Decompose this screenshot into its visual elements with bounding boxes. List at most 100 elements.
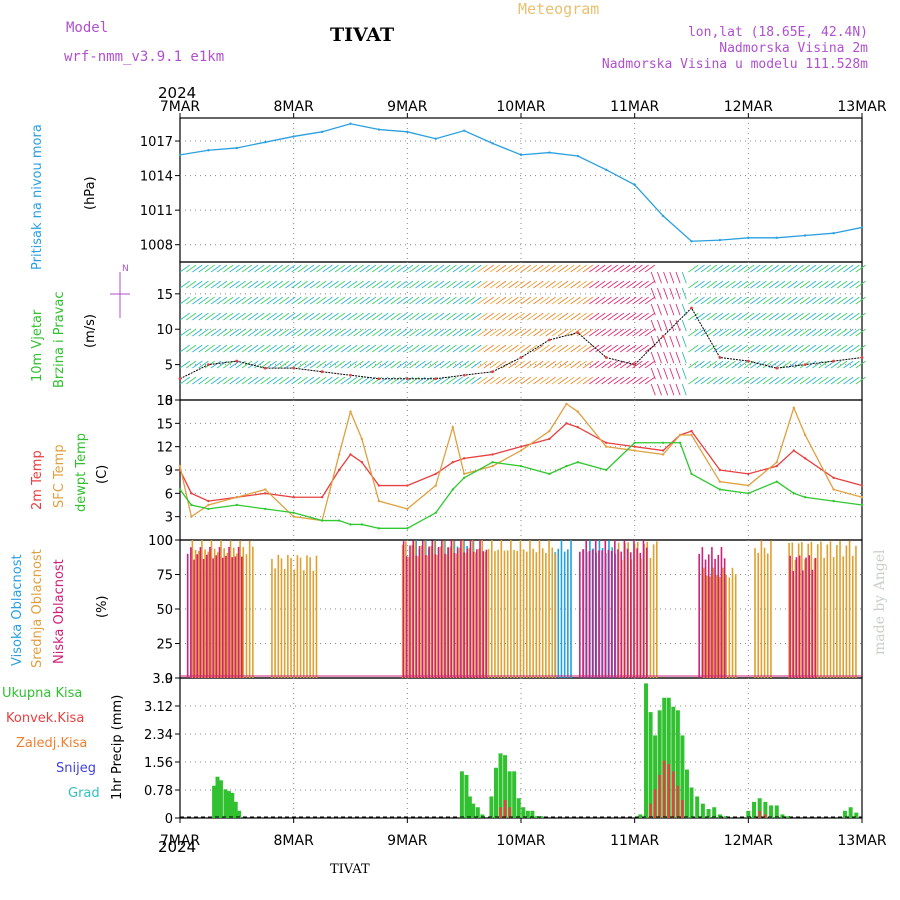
wind-barb <box>396 344 408 353</box>
wind-barb <box>737 376 749 385</box>
wind-barb <box>675 367 681 380</box>
wind-barb <box>526 264 538 273</box>
wind-barb <box>427 264 439 273</box>
wind-barb <box>378 264 389 273</box>
footer-station: TIVAT <box>330 862 370 877</box>
wind-barb <box>489 296 501 305</box>
wind-barb <box>737 328 749 337</box>
wind-barb <box>396 312 408 321</box>
wind-barb <box>539 376 550 385</box>
wind-barb <box>334 344 346 353</box>
wind-barb <box>210 328 222 337</box>
y-tick-label-temperature: 6 <box>165 487 173 502</box>
wind-barb <box>756 312 767 321</box>
wind-speed-point <box>377 377 381 381</box>
wind-barb <box>502 328 513 337</box>
wind-barb <box>632 296 643 305</box>
wind-barb <box>483 264 494 273</box>
wind-barb <box>508 280 519 289</box>
wind-barb <box>774 312 786 321</box>
wind-barb <box>471 376 482 385</box>
wind-barb <box>291 344 302 353</box>
wind-barb <box>706 376 718 385</box>
wind-barb <box>595 296 606 305</box>
total-precip-bar <box>671 706 676 818</box>
wind-barb <box>409 376 420 385</box>
wind-barb <box>830 360 842 369</box>
wind-barb <box>198 280 209 289</box>
wind-barb <box>260 264 271 273</box>
wind-barb <box>266 296 277 305</box>
temp-sfc-line-point <box>207 503 210 507</box>
total-precip-bar <box>539 816 544 818</box>
wind-barb <box>681 271 687 284</box>
wind-barb <box>737 344 749 353</box>
wind-barb <box>440 360 451 369</box>
wind-barb <box>241 264 253 273</box>
wind-barb <box>576 264 587 273</box>
wind-barb <box>706 328 718 337</box>
wind-barb <box>626 312 637 321</box>
wind-barb <box>855 360 866 369</box>
wind-barb <box>731 312 742 321</box>
wind-barb <box>322 280 333 289</box>
wind-barb <box>644 328 656 337</box>
wind-barb <box>285 344 296 353</box>
wind-barb <box>260 344 271 353</box>
temp-2m-line-point <box>462 457 466 460</box>
wind-barb <box>644 376 656 385</box>
wind-barb <box>272 296 284 305</box>
wind-barb <box>297 328 308 337</box>
wind-barb <box>458 264 470 273</box>
wind-barb <box>446 296 457 305</box>
wind-barb <box>204 328 215 337</box>
wind-barb <box>650 335 656 348</box>
wind-barb <box>260 312 271 321</box>
wind-barb <box>793 360 804 369</box>
wind-barb <box>526 328 538 337</box>
wind-barb <box>254 328 265 337</box>
temp-sfc-line-point <box>451 426 454 429</box>
wind-barb <box>644 280 656 289</box>
wind-barb <box>223 280 234 289</box>
wind-barb <box>551 328 563 337</box>
wind-barb <box>285 296 296 305</box>
y-tick-label-pressure: 1017 <box>140 135 173 150</box>
wind-barb <box>588 264 600 273</box>
temp-2m-line-point <box>690 429 693 433</box>
wind-direction-key: N <box>110 264 130 318</box>
wind-barb <box>743 296 755 305</box>
wind-barb <box>396 280 408 289</box>
total-precip-bar <box>507 771 512 818</box>
wind-barb <box>185 280 197 289</box>
wind-barb <box>805 328 817 337</box>
x-tick-label-top: 7MAR <box>160 99 201 115</box>
wind-barb <box>266 264 277 273</box>
wind-barb <box>334 296 346 305</box>
wind-barb <box>477 376 488 385</box>
wind-barb <box>409 360 420 369</box>
wind-barb <box>743 328 755 337</box>
wind-barb <box>557 280 569 289</box>
wind-barb <box>613 360 625 369</box>
wind-barb <box>619 328 631 337</box>
wind-barb <box>216 264 228 273</box>
wind-barb <box>774 344 786 353</box>
wind-barb <box>390 296 401 305</box>
total-precip-bar <box>666 697 671 818</box>
wind-barb <box>446 264 457 273</box>
total-precip-bar <box>763 801 768 818</box>
wind-barb <box>781 360 792 369</box>
wind-barb <box>787 328 798 337</box>
wind-barb <box>564 296 575 305</box>
wind-barb <box>433 312 445 321</box>
total-precip-bar <box>212 785 217 818</box>
wind-barb <box>247 376 259 385</box>
wind-barb <box>359 376 370 385</box>
wind-barb <box>247 280 259 289</box>
wind-barb <box>595 312 606 321</box>
total-precip-bar <box>516 798 521 818</box>
wind-barb <box>359 296 370 305</box>
temp-dewpt-line-point <box>633 441 636 444</box>
wind-barb <box>384 280 395 289</box>
